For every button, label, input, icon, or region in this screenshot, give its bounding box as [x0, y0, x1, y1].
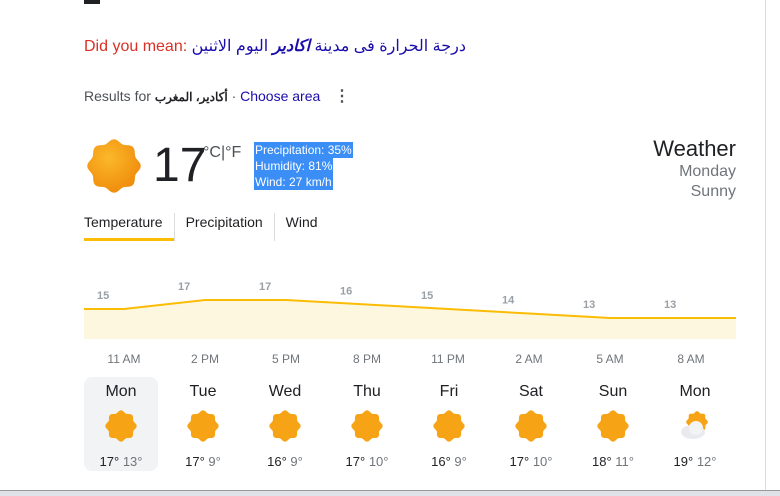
day-forecast-wed[interactable]: Wed 16° 9° — [248, 377, 322, 471]
suggested-query[interactable]: درجة الحرارة فى مدينة اكادير اليوم الاثن… — [192, 38, 466, 55]
choose-area-link[interactable]: Choose area — [240, 88, 321, 104]
chart-line — [84, 299, 736, 319]
wind: Wind: 27 km/h — [254, 174, 333, 190]
high-temp: 17° — [99, 454, 120, 469]
weather-title: Weather — [653, 136, 736, 161]
partly-cloudy-icon — [681, 411, 708, 439]
divider — [765, 0, 766, 490]
sun-icon — [433, 410, 465, 442]
low-temp: 9° — [208, 454, 221, 469]
more-options-icon[interactable]: ⋮ — [334, 88, 350, 105]
day-forecast-thu[interactable]: Thu 17° 10° — [330, 377, 404, 471]
high-temp: 18° — [592, 454, 612, 469]
low-temp: 11° — [615, 454, 634, 469]
sun-icon — [351, 410, 383, 442]
celsius-button[interactable]: °C — [203, 144, 221, 161]
day-name: Fri — [439, 383, 459, 400]
hour-label: 2 PM — [190, 352, 219, 366]
day-name: Sat — [518, 383, 543, 400]
hour-label: 5 PM — [271, 352, 300, 366]
low-temp: 13° — [122, 454, 143, 469]
weather-details: Precipitation: 35% Humidity: 81% Wind: 2… — [254, 142, 353, 190]
separator: · — [231, 88, 237, 104]
temp-label: 13 — [583, 299, 595, 311]
low-temp: 12° — [696, 454, 717, 469]
low-temp: 9° — [290, 454, 303, 469]
sun-icon — [515, 410, 547, 442]
day-name: Sun — [598, 383, 628, 400]
weather-tabs: Temperature Precipitation Wind — [84, 213, 329, 241]
humidity: Humidity: 81% — [254, 158, 334, 174]
weather-condition: Sunny — [690, 183, 736, 200]
temp-label: 14 — [502, 295, 515, 307]
sun-icon — [269, 410, 301, 442]
current-temperature: 17 — [153, 139, 207, 192]
results-for: Results for أكادير، المغرب · Choose area — [84, 88, 320, 104]
weather-summary: Weather Monday Sunny — [653, 136, 736, 202]
hour-label: 2 AM — [515, 352, 543, 366]
day-forecast-sun[interactable]: Sun 18° 11° — [576, 377, 650, 471]
high-temp: 16° — [431, 454, 451, 469]
query-part: اليوم الاثنين — [191, 38, 269, 55]
temp-label: 16 — [340, 286, 352, 298]
results-place: أكادير، المغرب — [154, 90, 228, 104]
taskbar — [0, 490, 780, 496]
hour-label: 8 AM — [677, 352, 705, 366]
temp-label: 17 — [259, 281, 271, 293]
temp-label: 13 — [664, 299, 676, 311]
high-temp: 19° — [673, 454, 694, 469]
temp-label: 17 — [178, 281, 190, 293]
tab-precipitation[interactable]: Precipitation — [173, 213, 274, 241]
low-temp: 10° — [532, 454, 553, 469]
sun-icon — [105, 410, 137, 442]
day-forecast-mon[interactable]: Mon 17° 13° — [84, 377, 158, 471]
sun-icon — [597, 410, 629, 442]
unit-toggle[interactable]: °C|°F — [203, 144, 241, 162]
weather-day: Monday — [679, 163, 736, 180]
low-temp: 9° — [454, 454, 467, 469]
day-name: Thu — [353, 383, 381, 400]
hour-label: 5 AM — [596, 352, 624, 366]
day-name: Wed — [268, 383, 302, 400]
day-name: Mon — [105, 383, 137, 400]
temp-label: 15 — [97, 290, 109, 302]
day-forecast-sat[interactable]: Sat 17° 10° — [494, 377, 568, 471]
query-bold: اكادير — [272, 38, 311, 55]
precipitation: Precipitation: 35% — [254, 142, 353, 158]
sun-icon — [87, 139, 141, 193]
fahrenheit-button[interactable]: °F — [225, 144, 242, 161]
did-you-mean[interactable]: Did you mean: درجة الحرارة فى مدينة اكاد… — [84, 36, 466, 56]
day-forecast-tue[interactable]: Tue 17° 9° — [166, 377, 240, 471]
tab-wind[interactable]: Wind — [273, 213, 329, 241]
hour-label: 8 PM — [352, 352, 381, 366]
hour-label: 11 PM — [431, 352, 465, 366]
temperature-chart: 15 17 17 16 15 14 13 13 — [84, 281, 736, 339]
day-name: Tue — [189, 383, 217, 400]
unit-separator: | — [220, 144, 226, 161]
temp-label: 15 — [421, 290, 433, 302]
low-temp: 10° — [368, 454, 389, 469]
high-temp: 17° — [185, 454, 205, 469]
did-you-mean-label: Did you mean: — [84, 38, 188, 55]
chart-area — [84, 300, 736, 339]
day-forecast-mon[interactable]: Mon 19° 12° — [658, 377, 732, 471]
tab-temperature[interactable]: Temperature — [84, 213, 174, 241]
high-temp: 16° — [267, 454, 287, 469]
day-forecast-fri[interactable]: Fri 16° 9° — [412, 377, 486, 471]
high-temp: 17° — [509, 454, 530, 469]
hour-label: 11 AM — [107, 352, 141, 366]
day-name: Mon — [679, 383, 711, 400]
results-prefix: Results for — [84, 88, 151, 104]
query-part: درجة الحرارة فى مدينة — [314, 38, 467, 55]
sun-icon — [187, 410, 219, 442]
top-indicator — [84, 0, 100, 4]
high-temp: 17° — [345, 454, 366, 469]
